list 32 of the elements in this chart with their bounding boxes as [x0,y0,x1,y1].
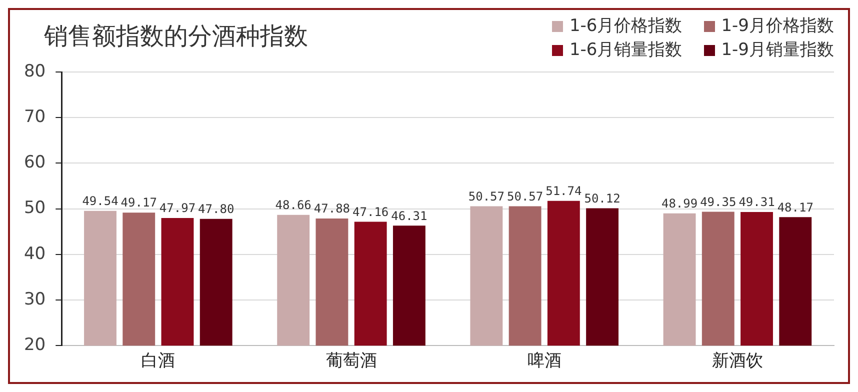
legend-label: 1-6月价格指数 [569,15,682,38]
data-label: 47.16 [352,204,389,219]
x-tick-label: 啤酒 [527,351,562,372]
data-label: 49.31 [738,195,775,210]
data-label: 50.12 [584,191,620,206]
data-label: 51.74 [546,184,582,198]
data-label: 47.80 [198,202,234,216]
legend-label: 1-9月价格指数 [721,15,834,38]
data-label: 50.57 [468,189,504,204]
data-label: 49.17 [120,196,157,210]
y-tick-label: 70 [24,107,46,128]
data-label: 48.99 [661,196,698,211]
data-label: 48.66 [275,198,312,212]
legend-label: 1-9月销量指数 [721,39,834,62]
x-tick-label: 葡萄酒 [326,351,377,372]
data-label: 47.97 [159,201,196,216]
x-tick-label: 新酒饮 [712,351,763,372]
data-label: 46.31 [391,208,428,223]
data-label: 49.35 [700,194,736,209]
data-label: 50.57 [506,189,544,204]
y-tick-label: 80 [24,61,46,82]
y-tick-label: 20 [24,335,46,356]
y-tick-label: 50 [24,198,46,218]
data-label: 48.17 [777,200,814,214]
legend-label: 1-6月销量指数 [569,39,682,62]
data-label: 49.54 [82,194,118,208]
chart-title: 销售额指数的分酒种指数 [44,21,308,52]
y-tick-label: 60 [24,152,46,173]
y-tick-label: 30 [24,289,46,310]
y-tick-label: 40 [24,244,46,264]
data-label: 47.88 [314,202,350,216]
x-tick-label: 白酒 [141,351,176,372]
